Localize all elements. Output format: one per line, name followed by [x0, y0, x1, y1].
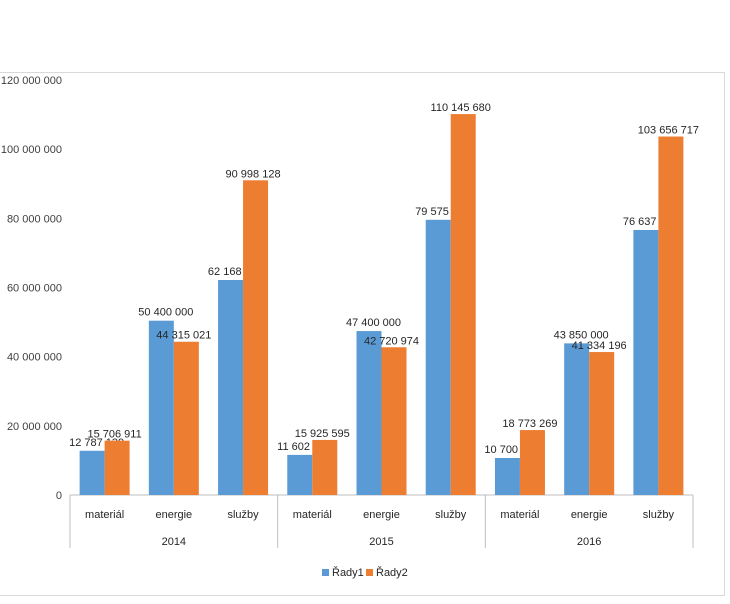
- legend-swatch: [322, 569, 329, 576]
- y-tick-label: 40 000 000: [7, 352, 62, 364]
- data-label: 44 315 021: [156, 330, 211, 342]
- group-label: 2015: [369, 536, 393, 548]
- bar-rady1: [564, 343, 590, 495]
- bar-rady1: [494, 457, 520, 495]
- data-label: 15 925 595: [295, 428, 350, 440]
- y-tick-label: 60 000 000: [7, 283, 62, 295]
- bar-rady2: [173, 341, 199, 495]
- bar-rady1: [425, 219, 451, 495]
- data-label: 50 400 000: [138, 307, 193, 319]
- legend-label: Řady2: [376, 566, 408, 579]
- bar-rady2: [589, 352, 615, 495]
- category-label: energie: [571, 509, 608, 521]
- bar-rady1: [633, 229, 659, 495]
- data-label: 47 400 000: [346, 317, 401, 329]
- category-label: služby: [227, 509, 259, 521]
- category-label: energie: [155, 509, 192, 521]
- legend-swatch: [366, 569, 373, 576]
- legend-label: Řady1: [332, 566, 364, 579]
- chart-frame: [0, 72, 725, 596]
- data-label: 41 334 196: [572, 340, 627, 352]
- data-label: 15 706 911: [87, 429, 141, 441]
- group-label: 2014: [162, 536, 186, 548]
- bar-rady2: [450, 114, 476, 495]
- bar-rady2: [658, 136, 684, 496]
- bar-rady1: [287, 454, 313, 495]
- bar-rady2: [312, 439, 338, 495]
- bar-rady2: [381, 347, 407, 495]
- y-tick-label: 0: [56, 490, 62, 502]
- bar-rady1: [79, 450, 105, 495]
- data-label: 18 773 269: [502, 418, 557, 430]
- data-label: 42 720 974: [364, 335, 419, 347]
- y-tick-label: 20 000 000: [7, 421, 62, 433]
- category-label: energie: [363, 509, 400, 521]
- data-label: 43 850 000: [554, 329, 609, 341]
- bar-rady1: [356, 331, 382, 495]
- y-tick-label: 120 000 000: [1, 75, 62, 87]
- category-label: materiál: [293, 509, 332, 521]
- category-label: materiál: [500, 509, 539, 521]
- data-label: 90 998 128: [226, 168, 281, 180]
- category-label: služby: [643, 509, 675, 521]
- category-label: služby: [435, 509, 467, 521]
- data-label: 110 145 680: [431, 102, 491, 114]
- data-label: 103 656 717: [638, 125, 699, 137]
- category-label: materiál: [85, 509, 124, 521]
- group-label: 2016: [577, 536, 601, 548]
- bar-rady1: [218, 280, 244, 495]
- y-tick-label: 80 000 000: [7, 213, 62, 225]
- bar-rady1: [148, 320, 174, 495]
- bar-rady2: [519, 430, 545, 495]
- bar-rady2: [243, 180, 269, 495]
- y-tick-label: 100 000 000: [1, 144, 62, 156]
- bar-rady2: [104, 440, 130, 495]
